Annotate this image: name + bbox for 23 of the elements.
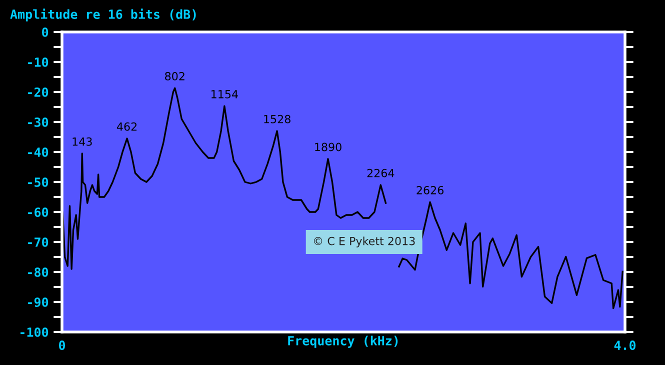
y-tick-label: -60 — [28, 207, 48, 217]
y-tick-label: -20 — [28, 87, 48, 97]
y-tick-label: -10 — [28, 57, 48, 67]
annotation: © C E Pykett 2013 — [314, 236, 415, 248]
y-tick-label: -80 — [28, 267, 48, 277]
x-axis-title: Frequency (kHz) — [288, 336, 398, 348]
annotation: 2626 — [416, 186, 444, 194]
y-axis-title: Amplitude re 16 bits (dB) — [10, 8, 196, 22]
annotation: 143 — [72, 137, 92, 146]
y-tick-label: -70 — [28, 237, 48, 247]
y-tick-label: -50 — [28, 177, 48, 187]
annotation: 1154 — [212, 90, 238, 98]
y-tick-label: 0 — [42, 27, 48, 37]
y-tick-label: -90 — [28, 297, 48, 307]
annotation: 1890 — [315, 142, 342, 152]
y-tick-label: -100 — [20, 327, 48, 337]
annotation: 2264 — [367, 168, 394, 178]
y-tick-label: -30 — [28, 117, 48, 127]
annotation: 802 — [165, 72, 184, 80]
annotation: 462 — [116, 122, 137, 131]
x-tick-label: 4.0 — [614, 340, 636, 350]
annotation: 1528 — [264, 114, 290, 124]
y-tick-label: -40 — [28, 147, 48, 157]
